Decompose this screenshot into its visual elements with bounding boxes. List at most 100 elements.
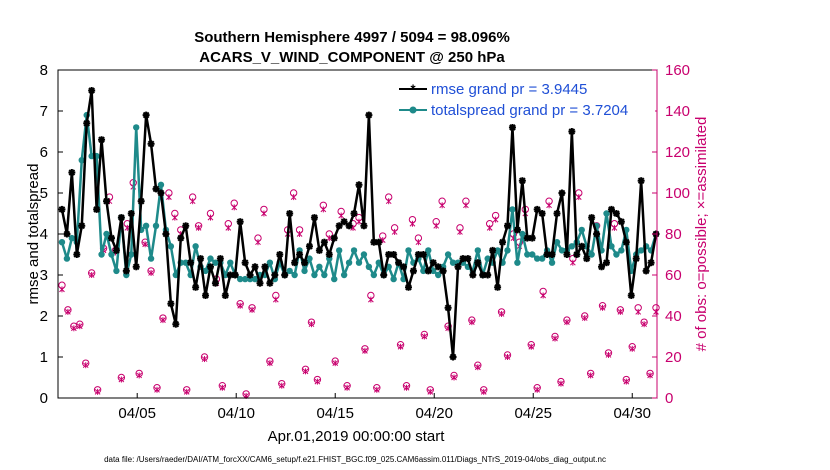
legend-spread-marker <box>409 106 417 114</box>
totalspread-point <box>613 251 620 258</box>
rmse-point <box>320 238 328 246</box>
rmse-point <box>444 304 452 312</box>
totalspread-point <box>192 243 199 250</box>
obs-assimilated-point <box>629 345 636 352</box>
rmse-point <box>395 259 403 267</box>
rmse-point <box>271 271 279 279</box>
y-axis-right-label: # of obs: o=possible; ×=assimilated <box>693 117 710 352</box>
totalspread-point <box>98 251 105 258</box>
obs-assimilated-point <box>415 239 422 246</box>
totalspread-point <box>405 247 412 254</box>
obs-assimilated-point <box>599 304 606 311</box>
y-tick-label: 0 <box>40 390 48 407</box>
rmse-point <box>231 271 239 279</box>
y-right-tick-label: 160 <box>665 62 690 79</box>
obs-assimilated-point <box>451 374 457 381</box>
totalspread-point <box>365 263 373 270</box>
totalspread-point <box>360 251 368 258</box>
legend: * rmse grand pr = 3.9445 totalspread gra… <box>393 78 655 124</box>
obs-assimilated-point <box>142 241 148 248</box>
obs-assimilated-point <box>272 296 279 303</box>
obs-assimilated-point <box>154 386 160 393</box>
rmse-point <box>291 259 299 267</box>
rmse-point <box>484 271 492 279</box>
rmse-point <box>647 259 655 267</box>
obs-assimilated-point <box>314 378 321 385</box>
totalspread-point <box>207 255 214 262</box>
rmse-point <box>593 230 601 238</box>
obs-assimilated-point <box>296 231 303 237</box>
rmse-point <box>404 283 412 291</box>
totalspread-point <box>420 267 427 275</box>
totalspread-point <box>241 275 249 283</box>
obs-assimilated-point <box>166 194 172 201</box>
rmse-point <box>335 222 343 230</box>
obs-assimilated-point <box>320 206 327 213</box>
totalspread-point <box>321 271 328 279</box>
totalspread-point <box>529 251 536 258</box>
obs-assimilated-point <box>94 388 101 395</box>
obs-assimilated-point <box>136 372 143 379</box>
obs-assimilated-point <box>302 368 309 375</box>
rmse-point <box>132 263 140 271</box>
rmse-point <box>301 259 309 267</box>
rmse-point <box>419 251 427 258</box>
obs-assimilated-point <box>290 194 297 201</box>
y-tick-label: 4 <box>40 226 48 243</box>
rmse-point <box>197 255 205 263</box>
rmse-point <box>598 263 606 271</box>
rmse-point <box>112 246 120 254</box>
totalspread-point <box>335 247 343 254</box>
rmse-point <box>236 218 244 226</box>
obs-assimilated-point <box>195 224 202 231</box>
legend-rmse-marker: * <box>410 82 416 97</box>
obs-assimilated-point <box>308 321 315 328</box>
rmse-point <box>216 255 224 263</box>
obs-assimilated-point <box>362 347 368 354</box>
obs-assimilated-point <box>558 380 564 387</box>
rmse-point <box>583 255 591 263</box>
rmse-point <box>612 210 620 217</box>
y-tick-label: 7 <box>40 103 48 120</box>
totalspread-point <box>236 275 244 283</box>
obs-assimilated-point <box>403 384 410 391</box>
totalspread-point <box>558 247 566 254</box>
obs-assimilated-point <box>469 319 475 326</box>
rmse-point <box>107 234 115 242</box>
x-tick-label: 04/10 <box>217 405 255 422</box>
rmse-point <box>162 230 170 238</box>
rmse-point <box>607 205 615 213</box>
totalspread-point <box>603 210 610 217</box>
y-tick-label: 5 <box>40 185 48 202</box>
obs-assimilated-point <box>486 224 493 231</box>
obs-assimilated-point <box>635 308 642 315</box>
totalspread-point <box>494 247 501 254</box>
rmse-point <box>439 267 447 275</box>
rmse-point <box>241 259 249 267</box>
data-file-footer: data file: /Users/raeder/DAI/ATM_forcXX/… <box>104 455 606 464</box>
obs-assimilated-point <box>65 308 71 315</box>
rmse-point <box>63 230 71 238</box>
rmse-point <box>296 251 304 258</box>
totalspread-point <box>548 259 556 266</box>
obs-assimilated-point <box>225 224 232 231</box>
rmse-point <box>355 181 363 189</box>
y-tick-label: 8 <box>40 62 48 79</box>
rmse-point <box>642 267 650 275</box>
rmse-point <box>202 292 210 299</box>
obs-assimilated-point <box>569 259 576 266</box>
totalspread-point <box>509 206 516 213</box>
rmse-point <box>340 218 348 226</box>
totalspread-point <box>519 230 526 238</box>
obs-assimilated-point <box>546 202 552 209</box>
rmse-point <box>73 251 81 258</box>
totalspread-point <box>618 247 625 254</box>
rmse-point <box>553 210 561 217</box>
rmse-point <box>513 226 521 234</box>
obs-assimilated-point <box>421 333 428 340</box>
totalspread-point <box>553 239 561 246</box>
rmse-point <box>548 251 556 258</box>
rmse-point <box>83 119 91 127</box>
obs-assimilated-markers <box>59 183 659 399</box>
